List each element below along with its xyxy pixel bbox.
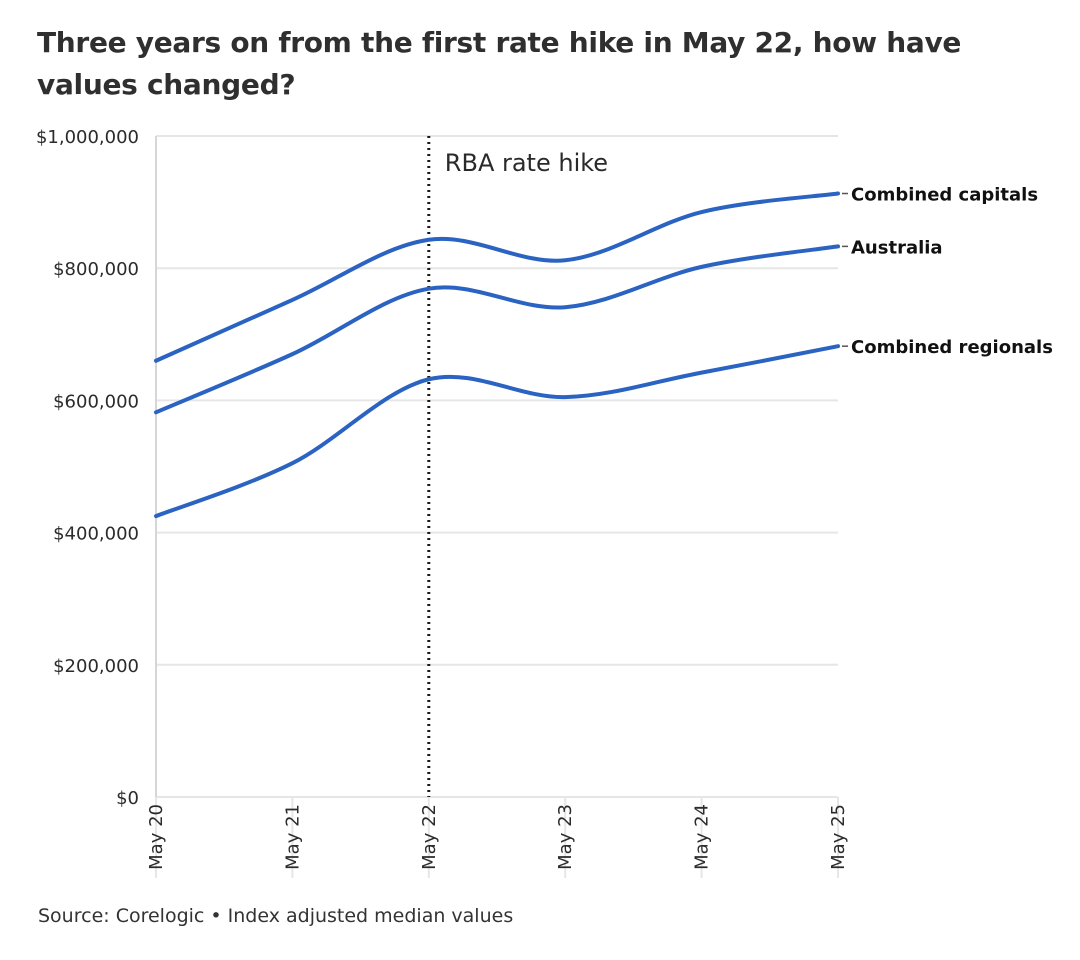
x-tick-label: May 23	[555, 804, 576, 870]
x-tick-label: May 21	[282, 804, 303, 870]
x-tick-label: May 22	[419, 804, 440, 870]
series-label-australia: Australia	[851, 237, 943, 258]
x-tick-label: May 20	[146, 804, 167, 870]
chart-title: Three years on from the first rate hike …	[37, 26, 962, 101]
series-label-combined-regionals: Combined regionals	[851, 337, 1053, 358]
series-label-combined-capitals: Combined capitals	[851, 185, 1038, 206]
y-tick-label: $1,000,000	[36, 127, 139, 148]
y-tick-label: $800,000	[53, 259, 139, 280]
source-note: Source: Corelogic • Index adjusted media…	[38, 905, 514, 927]
rba-rate-hike-label: RBA rate hike	[445, 149, 608, 177]
y-tick-label: $600,000	[53, 391, 139, 412]
x-tick-label: May 25	[828, 804, 849, 870]
series-line-combined-capitals	[154, 191, 840, 363]
x-tick-label: May 24	[692, 804, 713, 870]
series-line-combined-regionals	[154, 344, 840, 519]
y-tick-label: $400,000	[53, 524, 139, 545]
y-tick-label: $200,000	[53, 656, 139, 677]
y-tick-label: $0	[116, 788, 139, 809]
series-line-australia	[154, 244, 840, 415]
